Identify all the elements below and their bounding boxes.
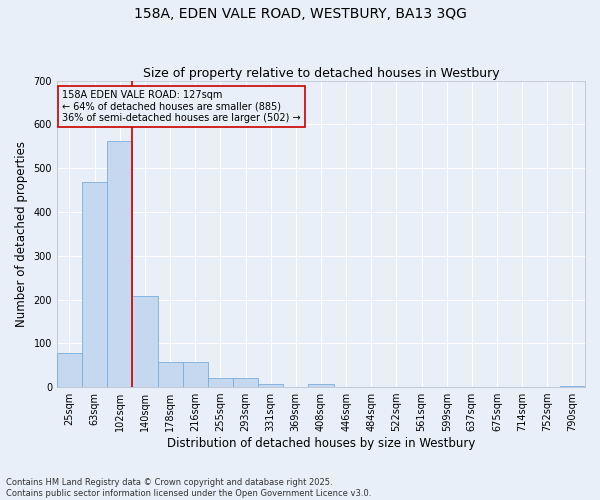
Text: Contains HM Land Registry data © Crown copyright and database right 2025.
Contai: Contains HM Land Registry data © Crown c…: [6, 478, 371, 498]
Bar: [107, 141, 133, 387]
Text: 158A EDEN VALE ROAD: 127sqm
← 64% of detached houses are smaller (885)
36% of se: 158A EDEN VALE ROAD: 127sqm ← 64% of det…: [62, 90, 301, 123]
Bar: [208, 378, 233, 387]
Bar: [158, 362, 182, 387]
Text: 158A, EDEN VALE ROAD, WESTBURY, BA13 3QG: 158A, EDEN VALE ROAD, WESTBURY, BA13 3QG: [134, 8, 466, 22]
Bar: [308, 384, 334, 387]
Bar: [82, 182, 107, 387]
Bar: [57, 353, 82, 387]
Title: Size of property relative to detached houses in Westbury: Size of property relative to detached ho…: [143, 66, 499, 80]
Bar: [182, 362, 208, 387]
Bar: [233, 378, 258, 387]
Bar: [258, 384, 283, 387]
Bar: [560, 386, 585, 387]
X-axis label: Distribution of detached houses by size in Westbury: Distribution of detached houses by size …: [167, 437, 475, 450]
Y-axis label: Number of detached properties: Number of detached properties: [15, 141, 28, 327]
Bar: [133, 296, 158, 387]
